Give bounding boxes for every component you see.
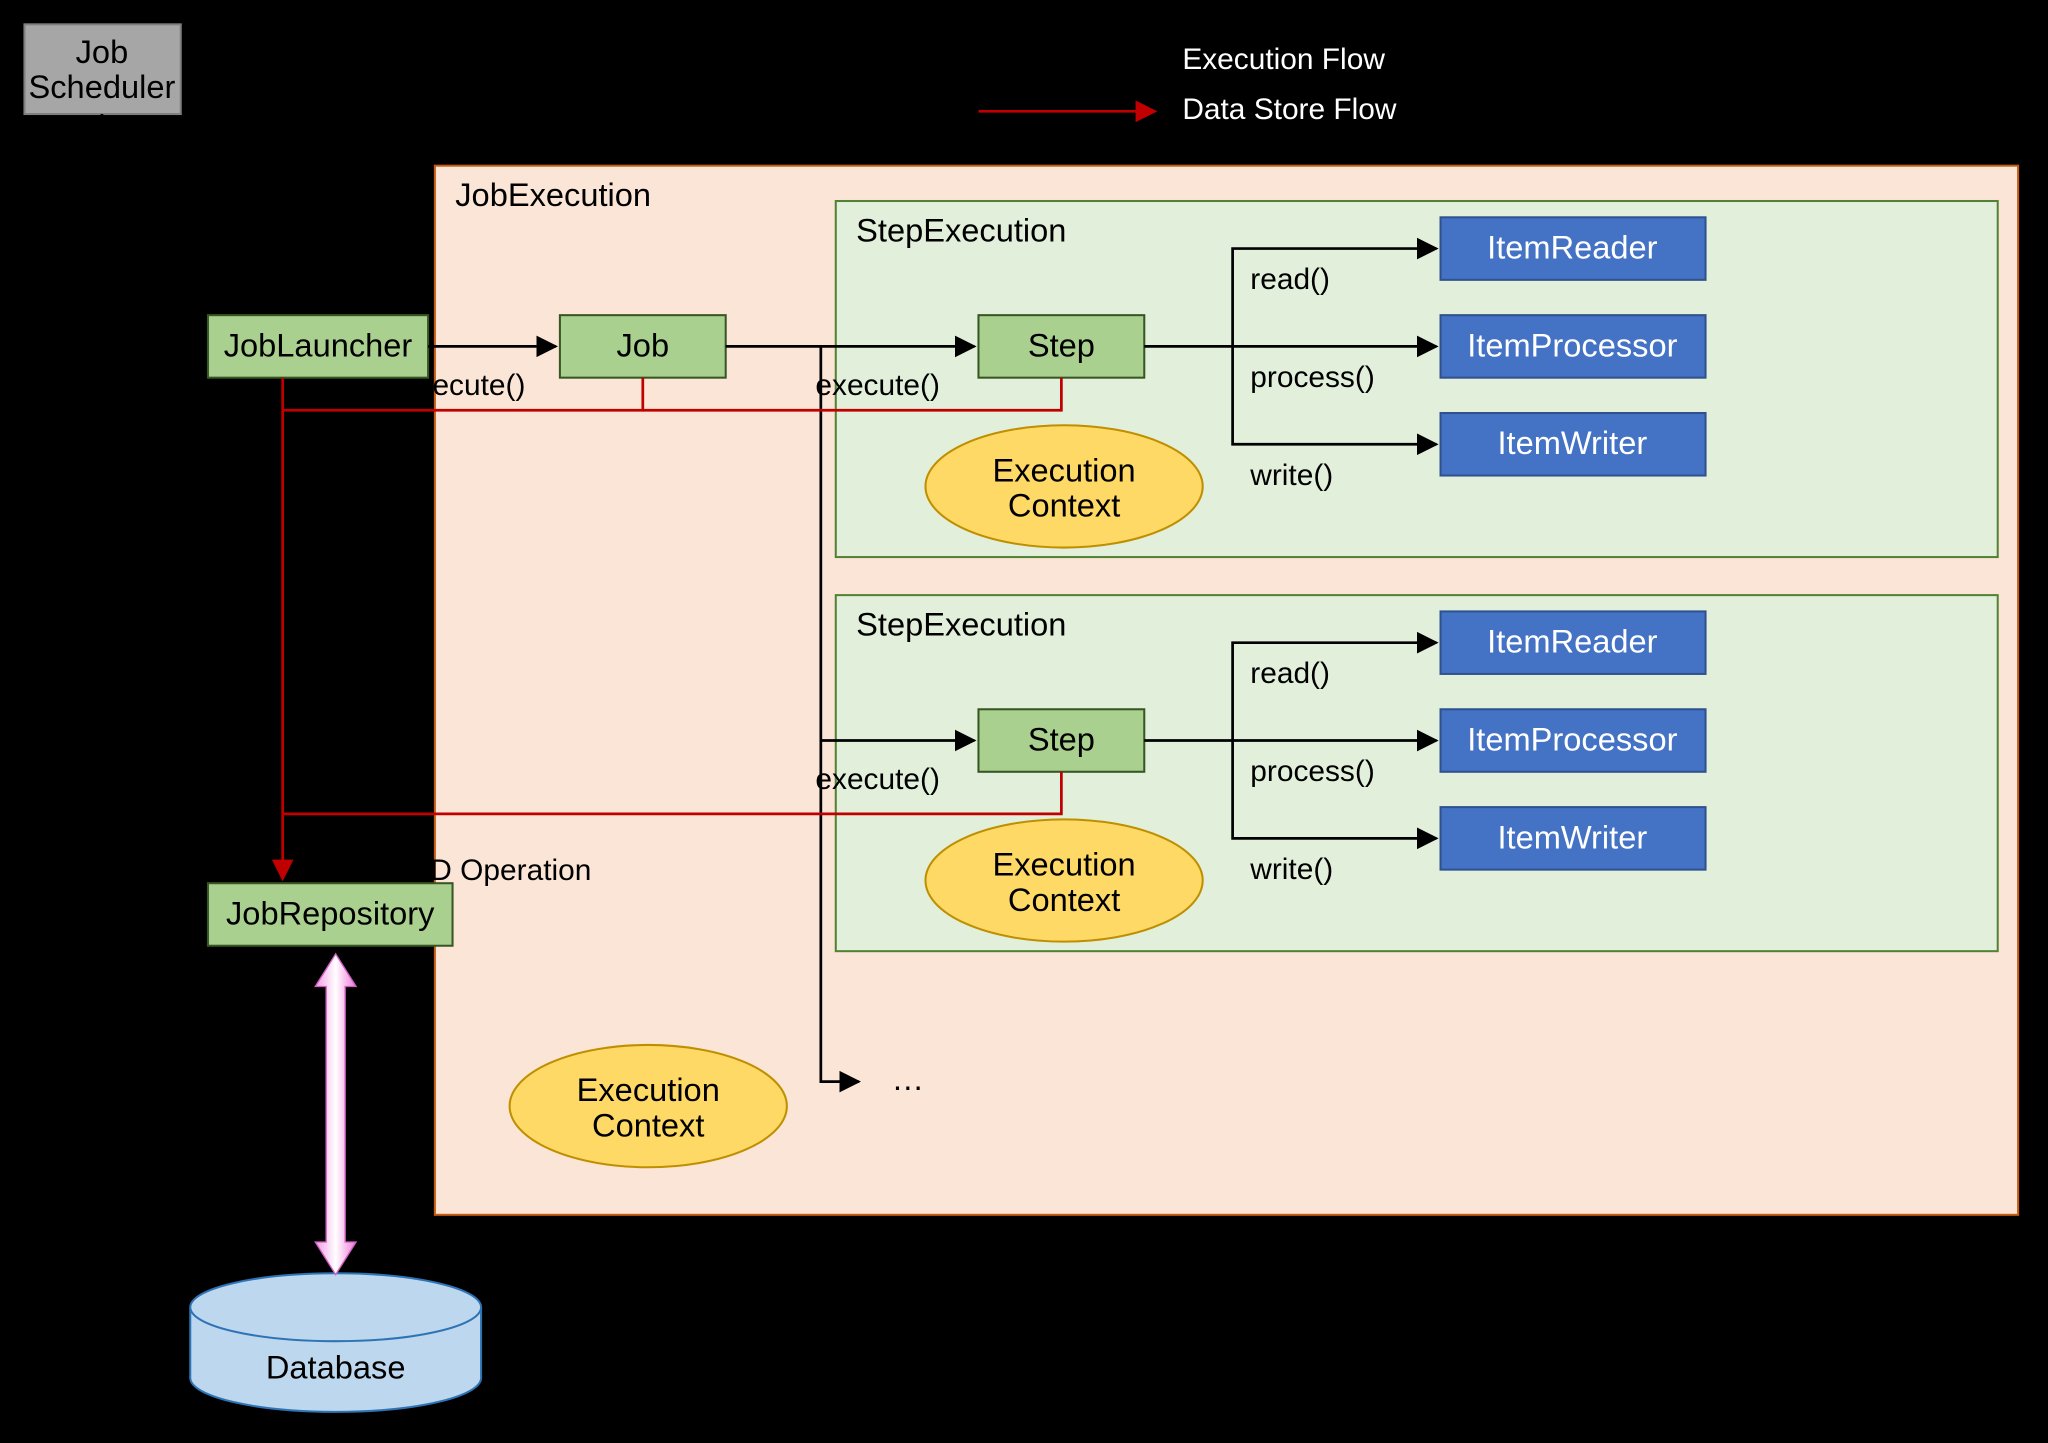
job-scheduler-box: Job Scheduler [24, 24, 180, 114]
item-writer-2: ItemWriter [1441, 807, 1706, 870]
item-writer-1: ItemWriter [1441, 413, 1706, 476]
job-launcher-text: JobLauncher [224, 326, 413, 363]
step-2-text: Step [1028, 720, 1095, 757]
exec-context-2-line2: Context [1008, 881, 1120, 918]
legend-exec-flow: Execution Flow [1182, 43, 1385, 76]
item-reader-1: ItemReader [1441, 217, 1706, 280]
run-label: run() [116, 278, 179, 311]
item-processor-2: ItemProcessor [1441, 709, 1706, 772]
item-writer-1-text: ItemWriter [1497, 424, 1647, 461]
step-box-2: Step [978, 709, 1144, 772]
exec-context-ellipse-3: Execution Context [510, 1045, 787, 1167]
exec-context-1-line2: Context [1008, 487, 1120, 524]
job-repository-box: JobRepository [208, 883, 453, 946]
crud-label: CRUD Operation [366, 854, 592, 887]
execute-label-2: execute() [815, 369, 940, 402]
item-processor-1: ItemProcessor [1441, 315, 1706, 378]
exec-context-3-line1: Execution [577, 1071, 720, 1108]
exec-context-ellipse-1: Execution Context [925, 425, 1202, 547]
item-reader-2-text: ItemReader [1487, 623, 1658, 660]
step-box-1: Step [978, 315, 1144, 378]
item-reader-1-text: ItemReader [1487, 229, 1658, 266]
exec-context-1-line1: Execution [992, 451, 1135, 488]
write-label-2: write() [1249, 853, 1333, 886]
item-reader-2: ItemReader [1441, 611, 1706, 674]
job-repository-text: JobRepository [226, 894, 435, 931]
execute-label-1: execute() [401, 369, 526, 402]
architecture-diagram: Execution Flow Data Store Flow JobExecut… [0, 0, 2048, 1443]
database-text: Database [266, 1348, 406, 1385]
exec-context-2-line1: Execution [992, 846, 1135, 883]
exec-context-3-line2: Context [592, 1106, 704, 1143]
ellipsis-text: … [891, 1060, 924, 1097]
job-execution-title: JobExecution [455, 176, 651, 213]
process-label-1: process() [1250, 361, 1375, 394]
read-label-2: read() [1250, 657, 1330, 690]
process-label-2: process() [1250, 755, 1375, 788]
exec-context-ellipse-2: Execution Context [925, 819, 1202, 941]
job-launcher-box: JobLauncher [208, 315, 428, 378]
item-processor-2-text: ItemProcessor [1467, 720, 1677, 757]
execute-label-3: execute() [815, 763, 940, 796]
job-scheduler-line1: Job [76, 33, 129, 70]
database-cylinder: Database [190, 1273, 481, 1412]
item-writer-2-text: ItemWriter [1497, 818, 1647, 855]
read-label-1: read() [1250, 263, 1330, 296]
job-box: Job [560, 315, 726, 378]
item-processor-1-text: ItemProcessor [1467, 326, 1677, 363]
job-scheduler-line2: Scheduler [29, 68, 176, 105]
step-execution-1-title: StepExecution [856, 211, 1066, 248]
legend-store-flow: Data Store Flow [1182, 93, 1397, 126]
write-label-1: write() [1249, 459, 1333, 492]
step-1-text: Step [1028, 326, 1095, 363]
step-execution-2-title: StepExecution [856, 605, 1066, 642]
job-text: Job [617, 326, 670, 363]
